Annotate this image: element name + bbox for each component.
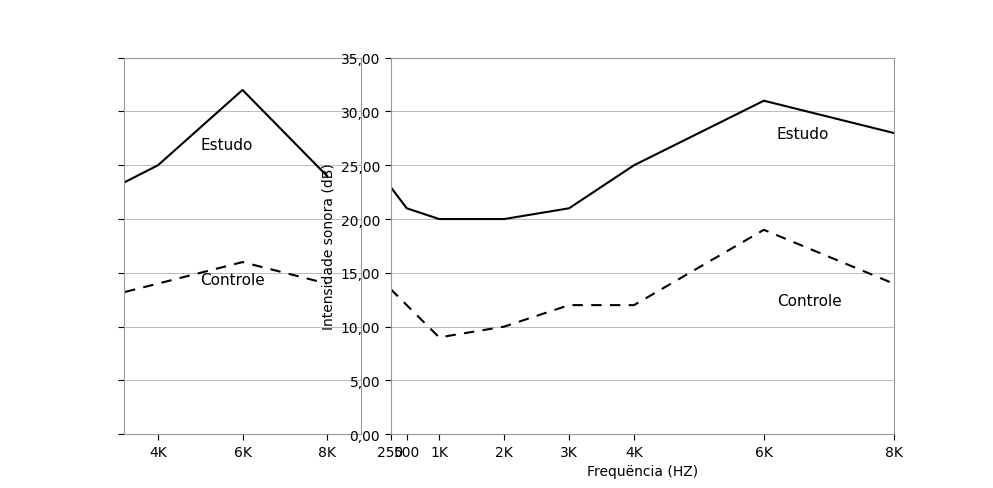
Y-axis label: Intensidade sonora (dB): Intensidade sonora (dB) (321, 163, 335, 330)
X-axis label: Frequëncia (HZ): Frequëncia (HZ) (587, 464, 698, 478)
Text: Estudo: Estudo (201, 138, 252, 153)
Text: Controle: Controle (777, 293, 842, 308)
Text: Controle: Controle (201, 272, 265, 287)
Text: Estudo: Estudo (777, 127, 829, 142)
